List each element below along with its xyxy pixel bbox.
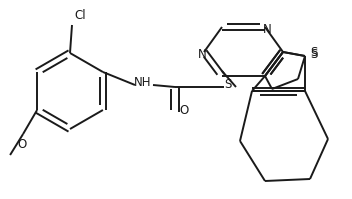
Text: S: S (224, 77, 232, 91)
Text: S: S (310, 47, 318, 60)
Text: NH: NH (134, 76, 152, 90)
Text: N: N (263, 23, 271, 36)
Text: S: S (310, 48, 318, 60)
Text: N: N (197, 48, 206, 61)
Text: O: O (179, 104, 188, 117)
Text: Cl: Cl (74, 9, 86, 22)
Text: O: O (18, 138, 27, 151)
